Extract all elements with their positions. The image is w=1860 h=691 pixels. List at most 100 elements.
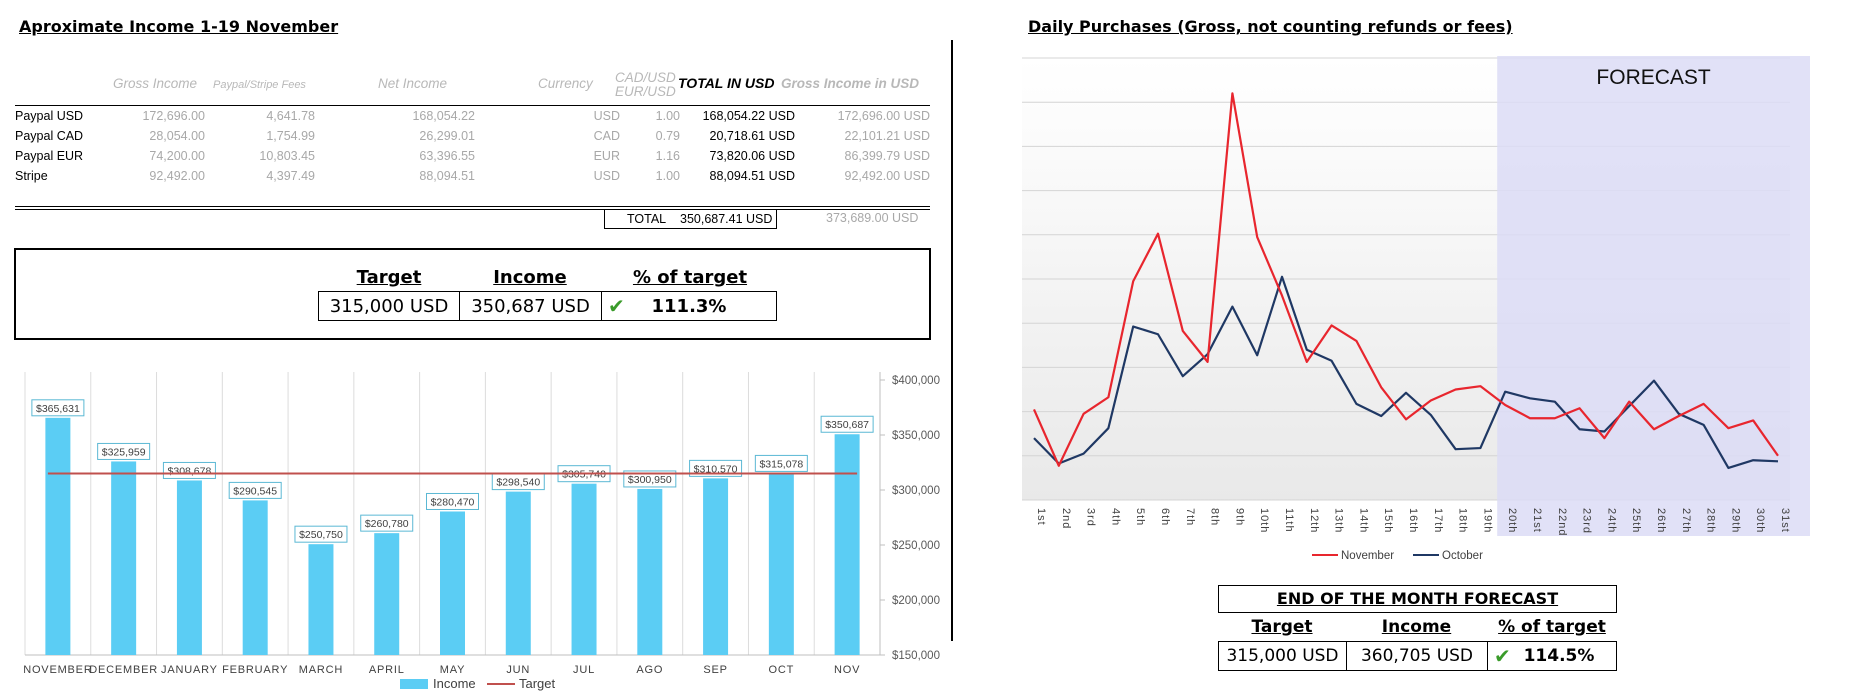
x-tick-label: 27th (1680, 508, 1692, 533)
income-title: Aproximate Income 1-19 November (19, 17, 339, 36)
cell-rate: 1.00 (655, 109, 680, 123)
data-label-box (689, 459, 743, 477)
cell-fees: 4,397.49 (266, 169, 315, 183)
income-bar (45, 417, 71, 655)
header-rate-top: CAD/USD (615, 70, 676, 85)
data-label-box (294, 525, 348, 543)
income-bar (242, 500, 268, 655)
pct-label: % of target (632, 267, 748, 288)
october-line (1033, 275, 1779, 470)
x-tick-label: 17th (1432, 508, 1444, 533)
pct-cell: ✔ 111.3% (601, 291, 777, 321)
income-bar (440, 511, 465, 655)
income-value: 350,687 USD (459, 291, 602, 321)
y-tick-label: $150,000 (892, 650, 940, 662)
category-label: FEBRUARY (222, 664, 288, 676)
pct-value: 111.3% (651, 295, 727, 317)
cell-gross: 172,696.00 (142, 109, 205, 123)
table-row: Paypal USD 172,696.00 4,641.78 168,054.22 US… (15, 106, 930, 126)
target-label: Target (356, 267, 422, 288)
header-rate-bottom: EUR/USD (615, 84, 676, 99)
x-tick-label: 14th (1357, 508, 1369, 533)
income-bar (571, 483, 597, 655)
x-tick-label: 9th (1233, 508, 1245, 526)
cell-rate: 1.00 (655, 169, 680, 183)
forecast-pct-label: % of target (1498, 617, 1606, 637)
table-double-line-1 (15, 206, 930, 207)
data-label: $365,631 (36, 403, 80, 415)
november-line (1032, 92, 1779, 467)
x-tick-label: 5th (1134, 508, 1146, 526)
x-tick-label: 16th (1407, 508, 1419, 533)
cell-total: 20,718.61 USD (709, 129, 795, 143)
y-tick-label: $350,000 (892, 430, 940, 442)
legend-november-label: November (1341, 550, 1394, 562)
cell-name: Paypal USD (15, 109, 84, 123)
income-bar (703, 478, 729, 655)
y-tick-label: $300,000 (892, 485, 940, 497)
data-label: $298,540 (496, 477, 540, 489)
category-label: JUL (573, 664, 595, 676)
x-tick-label: 23rd (1581, 508, 1593, 534)
y-tick-label: $400,000 (892, 375, 940, 387)
checkmark-icon: ✔ (608, 294, 625, 318)
x-tick-label: 24th (1605, 508, 1617, 533)
cell-total: 168,054.22 USD (702, 109, 795, 123)
data-label-box (97, 442, 151, 460)
data-label: $250,750 (299, 529, 343, 541)
income-bar (374, 533, 400, 655)
forecast-income-label: Income (1381, 617, 1452, 637)
header-gross-usd: Gross Income in USD (781, 76, 920, 91)
category-label: MARCH (299, 664, 343, 676)
x-tick-label: 18th (1457, 508, 1469, 533)
data-label: $305,740 (562, 469, 606, 481)
legend-income-swatch (400, 679, 428, 689)
cell-net: 26,299.01 (419, 129, 475, 143)
x-tick-label: 25th (1630, 508, 1642, 533)
x-tick-label: 3rd (1085, 508, 1097, 527)
table-row: Stripe 92,492.00 4,397.49 88,094.51 USD 1.00 8… (15, 166, 930, 186)
data-label-box (426, 492, 479, 510)
x-tick-label: 29th (1729, 508, 1741, 533)
monthly-income-chart: $400,000 $350,000 $300,000 $250,000 $200,000… (23, 372, 940, 691)
forecast-pct-value: 114.5% (1523, 646, 1595, 666)
table-double-line-2 (15, 209, 930, 210)
category-label: JUN (506, 664, 530, 676)
forecast-pct-cell: ✔ 114.5% (1487, 641, 1617, 671)
income-table: Gross Income Paypal/Stripe Fees Net Inco… (15, 68, 930, 186)
cell-total: 88,094.51 USD (709, 169, 795, 183)
cell-gross: 92,492.00 (149, 169, 205, 183)
legend-october-label: October (1442, 550, 1483, 562)
category-label: JANUARY (161, 664, 218, 676)
forecast-band-label: FORECAST (1596, 66, 1711, 89)
category-label: APRIL (369, 664, 405, 676)
data-label-box (228, 481, 282, 499)
cell-currency: USD (593, 109, 620, 123)
total-label: TOTAL (627, 212, 667, 226)
x-tick-label: 11th (1283, 508, 1295, 533)
income-bar (308, 544, 334, 655)
cell-rate: 0.79 (655, 129, 680, 143)
x-tick-label: 19th (1481, 508, 1493, 533)
data-label: $290,545 (233, 485, 277, 497)
data-label: $325,959 (102, 446, 146, 458)
x-tick-label: 28th (1705, 508, 1717, 533)
forecast-band (1497, 56, 1810, 536)
category-label: AGO (636, 664, 663, 676)
cell-fees: 4,641.78 (266, 109, 315, 123)
cell-name: Paypal CAD (15, 129, 84, 143)
daily-purchases-chart: FORECAST 1st 2nd 3rd 4th 5th 6th 7th 8th 9th 10th 1… (1022, 56, 1810, 562)
cell-gross-usd: 22,101.21 USD (844, 129, 930, 143)
cell-net: 88,094.51 (419, 169, 475, 183)
cell-fees: 1,754.99 (266, 129, 315, 143)
forecast-box-title: END OF THE MONTH FORECAST (1218, 585, 1617, 613)
forecast-income-value: 360,705 USD (1346, 641, 1488, 671)
category-label: NOVEMBER (23, 664, 92, 676)
x-tick-label: 31st (1779, 508, 1791, 533)
total-gross-usd: 373,689.00 USD (826, 211, 919, 225)
y-tick-label: $250,000 (892, 540, 940, 552)
forecast-target-label: Target (1251, 617, 1313, 637)
header-currency: Currency (538, 76, 593, 91)
cell-rate: 1.16 (655, 149, 680, 163)
header-fees: Paypal/Stripe Fees (213, 79, 306, 91)
